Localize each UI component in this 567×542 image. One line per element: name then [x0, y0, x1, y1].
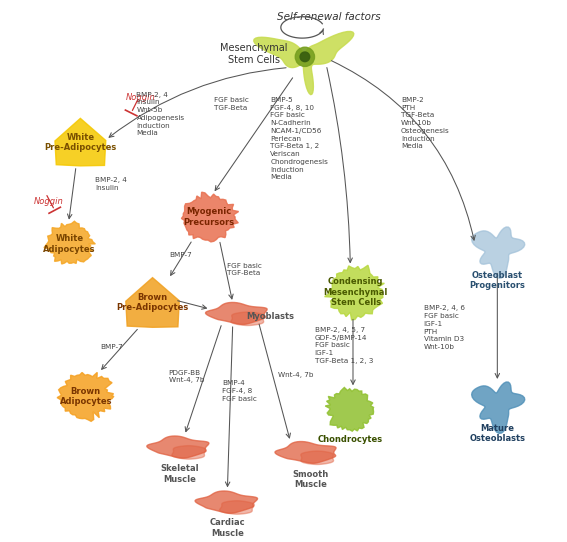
Text: BMP-2
PTH
TGF-Beta
Wnt-10b
Osteogenesis
Induction
Media: BMP-2 PTH TGF-Beta Wnt-10b Osteogenesis …	[401, 97, 450, 150]
Polygon shape	[324, 265, 384, 320]
Text: BMP-2, 4
Insulin
Wnt-5b
Adipogenesis
Induction
Media: BMP-2, 4 Insulin Wnt-5b Adipogenesis Ind…	[137, 92, 185, 137]
Text: Brown
Pre-Adipocytes: Brown Pre-Adipocytes	[116, 293, 189, 312]
Text: Noggin: Noggin	[34, 197, 64, 205]
Text: BMP-2, 4, 6
FGF basic
IGF-1
PTH
Vitamin D3
Wnt-10b: BMP-2, 4, 6 FGF basic IGF-1 PTH Vitamin …	[424, 305, 464, 350]
Text: FGF basic
TGF-Beta: FGF basic TGF-Beta	[227, 263, 263, 276]
Text: PDGF-BB
Wnt-4, 7b: PDGF-BB Wnt-4, 7b	[168, 370, 204, 383]
Polygon shape	[55, 118, 106, 166]
Polygon shape	[325, 388, 374, 431]
Polygon shape	[147, 436, 209, 458]
Text: Osteoblast
Progenitors: Osteoblast Progenitors	[469, 270, 525, 290]
Polygon shape	[172, 446, 206, 459]
Polygon shape	[57, 372, 114, 421]
Text: Brown
Adipocytes: Brown Adipocytes	[60, 386, 112, 406]
Text: Skeletal
Muscle: Skeletal Muscle	[160, 464, 198, 483]
Polygon shape	[275, 442, 336, 463]
Polygon shape	[195, 491, 257, 513]
Polygon shape	[472, 382, 525, 434]
Polygon shape	[231, 312, 264, 326]
Polygon shape	[472, 227, 525, 279]
Text: FGF basic
TGF-Beta: FGF basic TGF-Beta	[214, 97, 249, 111]
Text: Cardiac
Muscle: Cardiac Muscle	[210, 518, 245, 538]
Text: Noggin: Noggin	[126, 93, 155, 102]
Text: BMP-7: BMP-7	[170, 252, 192, 258]
Polygon shape	[44, 221, 95, 264]
Polygon shape	[219, 501, 255, 514]
Polygon shape	[301, 451, 333, 464]
Polygon shape	[205, 302, 267, 325]
Text: Condensing
Mesenchymal
Stem Cells: Condensing Mesenchymal Stem Cells	[324, 277, 388, 307]
Circle shape	[295, 47, 315, 67]
Text: Wnt-4, 7b: Wnt-4, 7b	[278, 372, 314, 378]
Text: White
Adipocytes: White Adipocytes	[44, 234, 96, 254]
Text: Myogenic
Precursors: Myogenic Precursors	[183, 208, 234, 227]
Polygon shape	[181, 192, 239, 242]
Text: Mature
Osteoblasts: Mature Osteoblasts	[469, 424, 526, 443]
Text: White
Pre-Adipocytes: White Pre-Adipocytes	[44, 133, 116, 152]
Text: BMP-2, 4, 5, 7
GDF-5/BMP-14
FGF basic
IGF-1
TGF-Beta 1, 2, 3: BMP-2, 4, 5, 7 GDF-5/BMP-14 FGF basic IG…	[315, 327, 373, 364]
Polygon shape	[253, 31, 354, 95]
Text: Smooth
Muscle: Smooth Muscle	[292, 469, 328, 489]
Text: BMP-4
FGF-4, 8
FGF basic: BMP-4 FGF-4, 8 FGF basic	[222, 380, 257, 402]
Text: Mesenchymal
Stem Cells: Mesenchymal Stem Cells	[221, 43, 288, 65]
Text: BMP-2, 4
Insulin: BMP-2, 4 Insulin	[95, 177, 126, 191]
Text: BMP-7: BMP-7	[100, 344, 123, 350]
Text: BMP-5
FGF-4, 8, 10
FGF basic
N-Cadherin
NCAM-1/CD56
Perlecan
TGF-Beta 1, 2
Veris: BMP-5 FGF-4, 8, 10 FGF basic N-Cadherin …	[270, 97, 328, 180]
Polygon shape	[126, 278, 179, 327]
Text: Self-renewal factors: Self-renewal factors	[277, 12, 381, 22]
Text: Chondrocytes: Chondrocytes	[318, 435, 383, 443]
Circle shape	[300, 52, 310, 62]
Text: Myoblasts: Myoblasts	[246, 312, 294, 320]
